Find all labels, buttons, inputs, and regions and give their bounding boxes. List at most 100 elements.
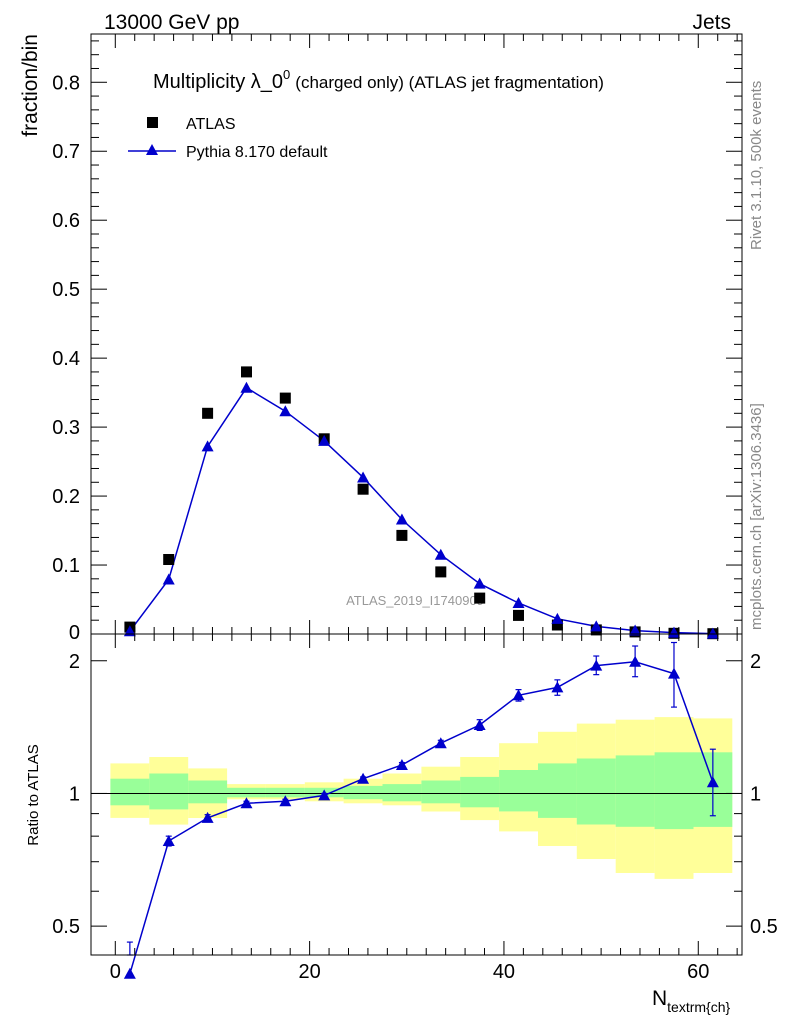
main-axes: 0.1 0.2 0.3 0.4 0.5 0.6 0.7 0.8 0 (52, 33, 743, 644)
pythia-point (318, 434, 331, 446)
pythia-point (395, 513, 408, 525)
pythia-point (629, 624, 642, 636)
main-y-tick-label: 0.1 (52, 555, 80, 577)
pythia-point (551, 612, 564, 624)
pythia-point (590, 620, 603, 632)
ratio-line (129, 660, 714, 974)
ratio-point (357, 772, 370, 784)
green-band-bin (499, 770, 538, 812)
ratio-point (512, 689, 525, 701)
pythia-point (162, 573, 175, 585)
ratio-frame-border (90, 633, 743, 956)
green-band-bin (382, 784, 422, 802)
x-axis-label: Ntextrm{ch} (652, 987, 731, 1015)
ratio-point (706, 776, 719, 788)
ratio-point (590, 659, 603, 671)
atlas-point (163, 554, 175, 565)
ratio-point (318, 789, 331, 801)
pythia-point (279, 405, 292, 417)
pythia-point (706, 627, 719, 639)
main-y-tick-label: 0.2 (52, 486, 80, 508)
pythia-point (123, 625, 136, 637)
ratio-y-tick-label: 0.5 (52, 916, 80, 938)
x-tick-label: 60 (687, 961, 709, 983)
legend-atlas-label: ATLAS (186, 116, 236, 133)
ratio-point (201, 811, 214, 823)
green-band-bin (576, 758, 616, 825)
ratio-y-tick-label: 2 (69, 651, 80, 673)
green-band-bin (538, 763, 577, 818)
x-tick-label: 20 (298, 961, 320, 983)
atlas-point (241, 366, 252, 378)
ratio-point (279, 795, 292, 807)
main-y-tick-label: 0 (69, 622, 80, 644)
ratio-point (240, 797, 253, 809)
ratio-point (434, 737, 447, 749)
ratio-point (162, 835, 175, 847)
atlas-point (279, 392, 291, 404)
ratio-point (395, 759, 408, 771)
pythia-point (240, 381, 253, 393)
pythia-point (667, 626, 680, 638)
x-tick-label: 0 (110, 961, 121, 983)
ratio-point (473, 718, 486, 730)
pythia-point (512, 596, 525, 608)
green-band-bin (343, 785, 383, 800)
ratio-y-tick-label-right: 1 (750, 783, 761, 805)
x-tick-label: 40 (493, 961, 515, 983)
main-series-layer (123, 366, 719, 640)
main-y-tick-label: 0.8 (52, 72, 80, 94)
atlas-point (474, 592, 486, 604)
green-band-bin (265, 787, 305, 798)
x-axis-label-main: N (652, 987, 667, 1010)
ratio-y-tick-label-right: 2 (750, 651, 761, 673)
green-band-bin (188, 780, 228, 804)
energy-label: 13000 GeV pp (104, 11, 239, 34)
atlas-point (202, 407, 214, 419)
chart-title-suffix: (charged only) (ATLAS jet fragmentation) (295, 73, 604, 92)
ratio-axes: 0.5 0.51 12 20 20 40 60 (52, 633, 778, 983)
legend: ATLAS Pythia 8.170 default (128, 116, 328, 161)
green-band-bin (110, 778, 150, 806)
ratio-bands-layer (91, 717, 742, 879)
chart-title-main: Multiplicity λ_0 (153, 71, 283, 93)
chart-title: Multiplicity λ_00 (charged only) (ATLAS j… (153, 67, 604, 93)
watermark: ATLAS_2019_I1740909 (346, 593, 484, 608)
ratio-point (629, 655, 642, 667)
main-y-tick-label: 0.5 (52, 279, 80, 301)
atlas-point (513, 609, 524, 621)
x-axis-label-sub: textrm{ch} (667, 999, 730, 1015)
source-label: mcplots.cern.ch [arXiv:1306.3436] (748, 403, 765, 630)
green-band-bin (615, 755, 655, 827)
main-y-tick-label: 0.6 (52, 210, 80, 232)
main-y-tick-label: 0.4 (52, 348, 80, 370)
pythia-point (434, 548, 447, 560)
ratio-point (551, 681, 564, 693)
legend-pythia-marker (146, 144, 158, 155)
atlas-point (551, 619, 563, 631)
green-band-bin (460, 776, 500, 808)
pythia-point (357, 471, 370, 483)
chart-title-superscript: 0 (283, 67, 290, 82)
ratio-point (123, 967, 136, 979)
category-label: Jets (692, 11, 731, 34)
main-y-tick-label: 0.7 (52, 141, 80, 163)
rivet-label: Rivet 3.1.10, 500k events (748, 81, 765, 250)
main-y-tick-label: 0.3 (52, 417, 80, 439)
ratio-y-axis-label: Ratio to ATLAS (25, 744, 42, 845)
main-y-axis-label: fraction/bin (19, 34, 42, 137)
green-band-bin (421, 780, 461, 804)
green-band-bin (149, 773, 189, 810)
pythia-point (201, 440, 214, 452)
ratio-y-tick-label: 1 (69, 783, 80, 805)
legend-pythia-label: Pythia 8.170 default (186, 144, 328, 161)
atlas-point (357, 483, 369, 495)
atlas-point (396, 529, 408, 541)
ratio-y-tick-label-right: 0.5 (750, 916, 778, 938)
ratio-series-layer (123, 641, 719, 979)
ratio-point (667, 667, 680, 679)
legend-atlas-marker (147, 117, 158, 128)
atlas-point (435, 566, 447, 578)
watermark-layer: ATLAS_2019_I1740909 (346, 593, 484, 608)
